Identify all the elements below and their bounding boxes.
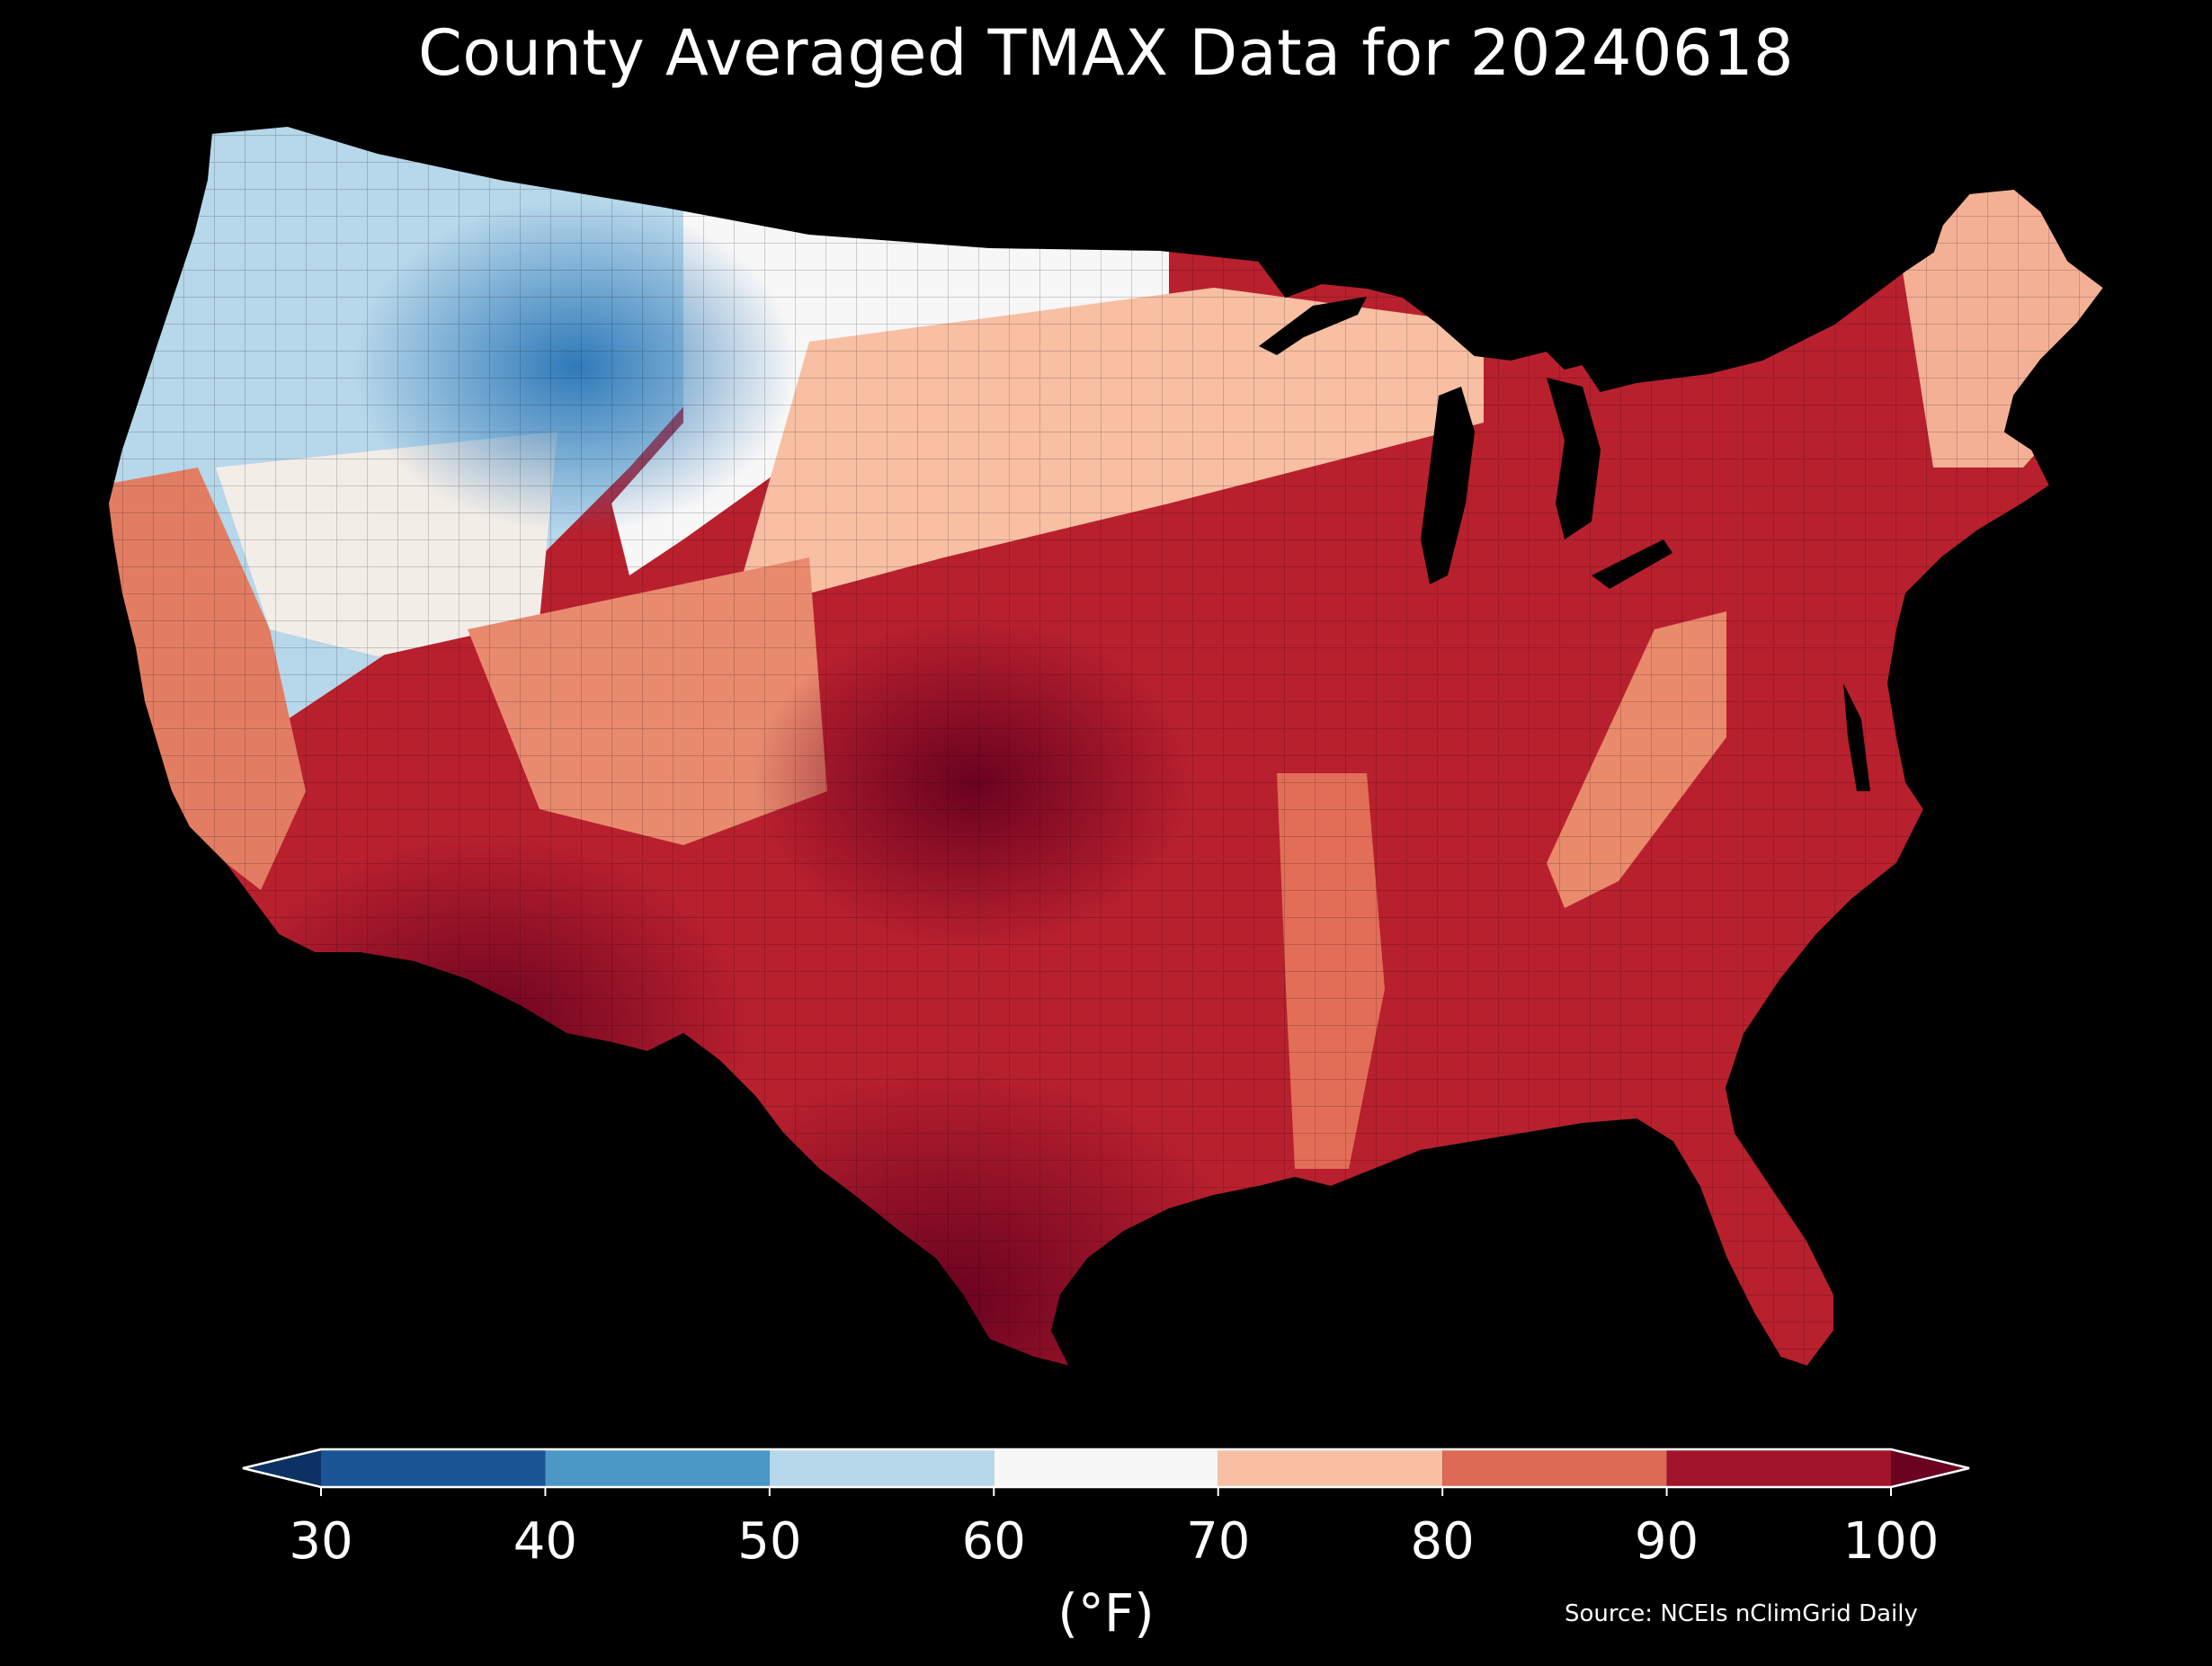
lake-erie bbox=[1592, 539, 1672, 589]
colorbar-bin-6 bbox=[1666, 1449, 1891, 1487]
source-credit: Source: NCEIs nClimGrid Daily bbox=[1565, 1600, 1918, 1627]
lake-michigan bbox=[1421, 387, 1475, 584]
colorbar-bin-0 bbox=[321, 1449, 546, 1487]
colorbar-bin-1 bbox=[545, 1449, 770, 1487]
map-title: County Averaged TMAX Data for 20240618 bbox=[417, 16, 1795, 90]
colorbar-under-arrow bbox=[243, 1449, 321, 1487]
colorbar-tick-label: 50 bbox=[737, 1512, 802, 1571]
us-outline bbox=[106, 124, 2106, 1368]
colorbar-tick-label: 100 bbox=[1842, 1512, 1940, 1571]
lake-huron bbox=[1547, 378, 1601, 539]
colorbar-bin-3 bbox=[994, 1449, 1218, 1487]
colorbar-tick-label: 70 bbox=[1186, 1512, 1251, 1571]
colorbar-tick-label: 60 bbox=[961, 1512, 1026, 1571]
colorbar-tick-label: 30 bbox=[289, 1512, 353, 1571]
colorbar-bin-5 bbox=[1442, 1449, 1667, 1487]
colorbar-tick-label: 80 bbox=[1410, 1512, 1475, 1571]
lake-superior bbox=[1259, 297, 1367, 355]
colorbar-tick-label: 40 bbox=[513, 1512, 578, 1571]
colorbar-bin-2 bbox=[769, 1449, 995, 1487]
colorbar-unit-label: (°F) bbox=[1057, 1582, 1155, 1644]
colorbar-tick-label: 90 bbox=[1634, 1512, 1699, 1571]
colorbar-bin-4 bbox=[1217, 1449, 1443, 1487]
colorbar-over-arrow bbox=[1891, 1449, 1969, 1487]
chesapeake-bay bbox=[1843, 683, 1870, 791]
